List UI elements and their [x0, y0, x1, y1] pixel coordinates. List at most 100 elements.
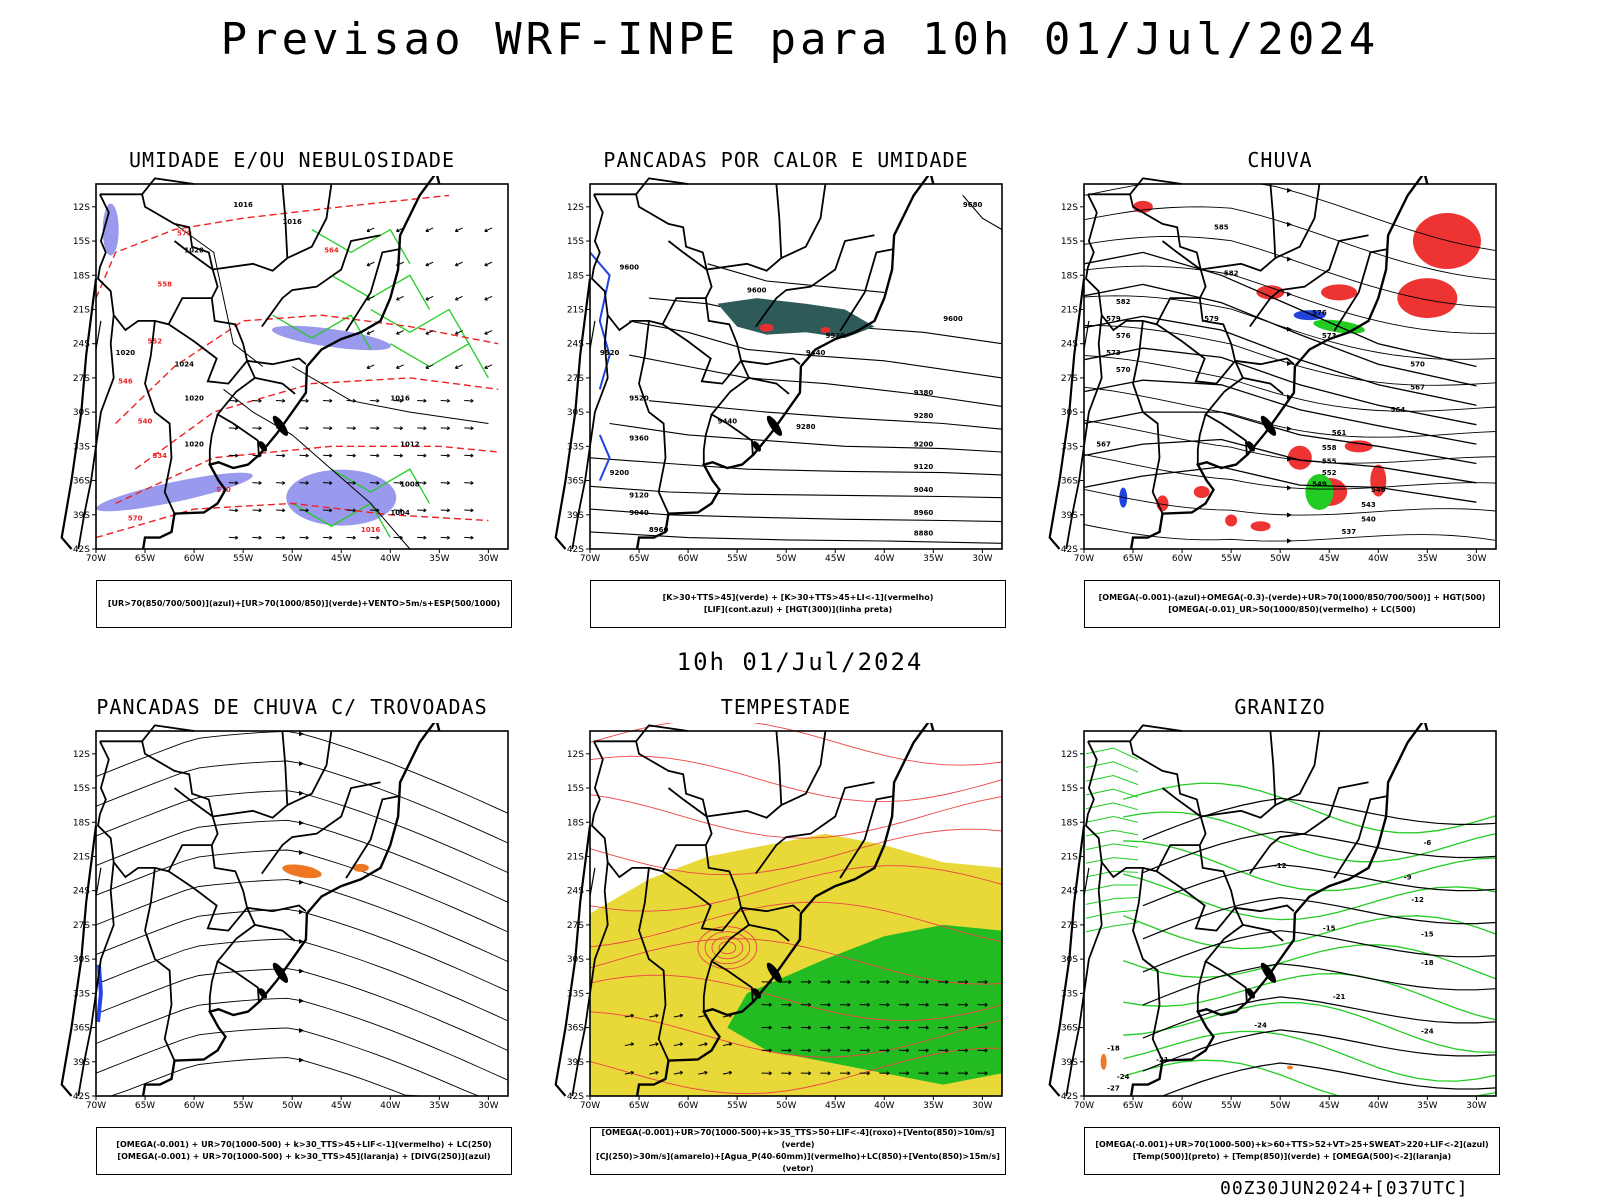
wind-arrow-head: [886, 1002, 890, 1007]
streamline-arrow: [1287, 426, 1292, 432]
wind-arrow-head: [984, 980, 988, 984]
contour-label: 582: [1116, 298, 1131, 306]
contour-label: 1020: [116, 349, 136, 357]
border-line: [662, 870, 742, 932]
lat-label: 18S: [567, 818, 584, 828]
border-line: [95, 320, 102, 350]
contour-label: -15: [1421, 930, 1434, 938]
wind-arrow-head: [925, 1071, 929, 1076]
temp500-contour: [1142, 996, 1497, 1039]
wind-arrow-head: [679, 1042, 684, 1047]
border-line: [261, 781, 381, 875]
wind-arrow-head: [728, 1042, 733, 1047]
streamlines: [95, 730, 509, 1097]
border-line: [1065, 862, 1103, 1097]
lat-label: 36S: [567, 477, 584, 487]
hgt500-contour: [1083, 466, 1477, 503]
lon-label: 55W: [1221, 554, 1241, 564]
border-line: [589, 867, 596, 897]
border-line: [706, 183, 783, 272]
streamline-arrow: [1287, 221, 1292, 227]
lon-label: 30W: [478, 1101, 498, 1111]
wind-arrow-head: [906, 1025, 910, 1030]
wind-arrow-head: [352, 426, 356, 431]
wind-arrow-head: [906, 1002, 910, 1007]
lat-label: 33S: [73, 442, 90, 452]
lon-label: 40W: [1368, 554, 1388, 564]
wind-arrow-head: [470, 480, 474, 485]
wind-arrow-head: [964, 1002, 969, 1007]
contour-label: -9: [1404, 873, 1412, 881]
border-line: [591, 193, 706, 332]
omega-area-orange: [1100, 1053, 1107, 1070]
legend-line: [OMEGA(-0.001) + UR>70(1000-500) + k>30_…: [117, 1152, 491, 1161]
rain-area: [1256, 285, 1285, 300]
contour-label: 9600: [747, 286, 767, 294]
wind-arrow-head: [704, 1042, 708, 1047]
coastline-west: [554, 278, 592, 550]
temp500-contour: [1142, 863, 1497, 907]
border-line: [839, 795, 895, 879]
lat-label: 36S: [567, 1024, 584, 1034]
contour-label: 549: [1312, 480, 1327, 488]
wind-arrow-head: [847, 1048, 851, 1053]
streamline: [589, 865, 1003, 912]
wind-arrow-head: [376, 480, 380, 485]
lon-label: 70W: [1074, 554, 1094, 564]
temp850-contour: [1123, 1001, 1497, 1053]
panel-title: CHUVA: [1247, 148, 1313, 172]
border-line: [589, 320, 596, 350]
legend-line: [K>30+TTS>45](verde) + [K>30+TTS>45+LI<-…: [662, 593, 934, 602]
lat-label: 27S: [73, 374, 90, 384]
wind-arrow-head: [446, 453, 450, 458]
humidity-area-high: [102, 203, 119, 256]
lat-label: 24S: [1061, 340, 1078, 350]
wind-arrow-head: [454, 365, 459, 370]
wind-arrow-head: [886, 1048, 890, 1053]
rain-area-green: [1305, 473, 1334, 510]
wind-arrow-head: [866, 1002, 870, 1007]
wind-arrow-head: [906, 980, 910, 984]
wind-arrow-head: [704, 1070, 708, 1075]
wind-arrow-head: [866, 980, 870, 984]
streamline-arrow: [299, 968, 304, 974]
lat-label: 21S: [1061, 852, 1078, 862]
streamline: [589, 901, 1003, 948]
wind-arrow-head: [807, 1071, 812, 1076]
wind-arrow-head: [847, 1025, 851, 1030]
wind-arrow-head: [446, 535, 450, 540]
border-line: [261, 234, 381, 328]
legend-line: [OMEGA(-0.01)_UR>50(1000/850)(vermelho) …: [1168, 605, 1416, 614]
lagoon: [272, 962, 289, 983]
wind-arrow-head: [352, 398, 356, 403]
lagoon: [272, 415, 289, 436]
wind-arrow-head: [925, 980, 929, 984]
temp850-contour: [1085, 870, 1139, 878]
page-title: Previsao WRF-INPE para 10h 01/Jul/2024: [220, 14, 1380, 65]
wind-arrow-head: [305, 398, 309, 403]
thickness-contour: [115, 314, 499, 425]
border-line: [571, 862, 609, 1097]
streamline-arrow: [299, 939, 304, 945]
wind-arrow-head: [945, 1048, 949, 1053]
lat-label: 21S: [567, 852, 584, 862]
map-pancadas-calor: 9680 9600 9600 9600 9520 9520 9440 9520 9440 9380…: [554, 176, 1003, 564]
border-line: [95, 867, 102, 897]
wind-arrow-head: [234, 398, 239, 403]
wind-arrow-head: [399, 508, 403, 513]
legend-chuva: [OMEGA(-0.001)-(azul)+OMEGA(-0.3)-(verde…: [1084, 580, 1500, 628]
border-line: [667, 240, 708, 271]
legend-line: [UR>70(850/700/500)](azul)+[UR>70(1000/8…: [107, 599, 501, 608]
border-line: [635, 177, 689, 195]
wind-arrow-head: [807, 1002, 812, 1007]
border-line: [246, 904, 307, 913]
lon-label: 30W: [972, 554, 992, 564]
border-line: [755, 234, 875, 328]
wind-arrow-head: [329, 453, 333, 458]
streamline-arrow: [299, 820, 304, 826]
contour-label: 1016: [282, 218, 302, 226]
wind-arrow-head: [396, 365, 400, 370]
wind-arrow: [455, 295, 463, 301]
contour-label: 9280: [914, 412, 934, 420]
wind-arrow: [366, 330, 375, 335]
